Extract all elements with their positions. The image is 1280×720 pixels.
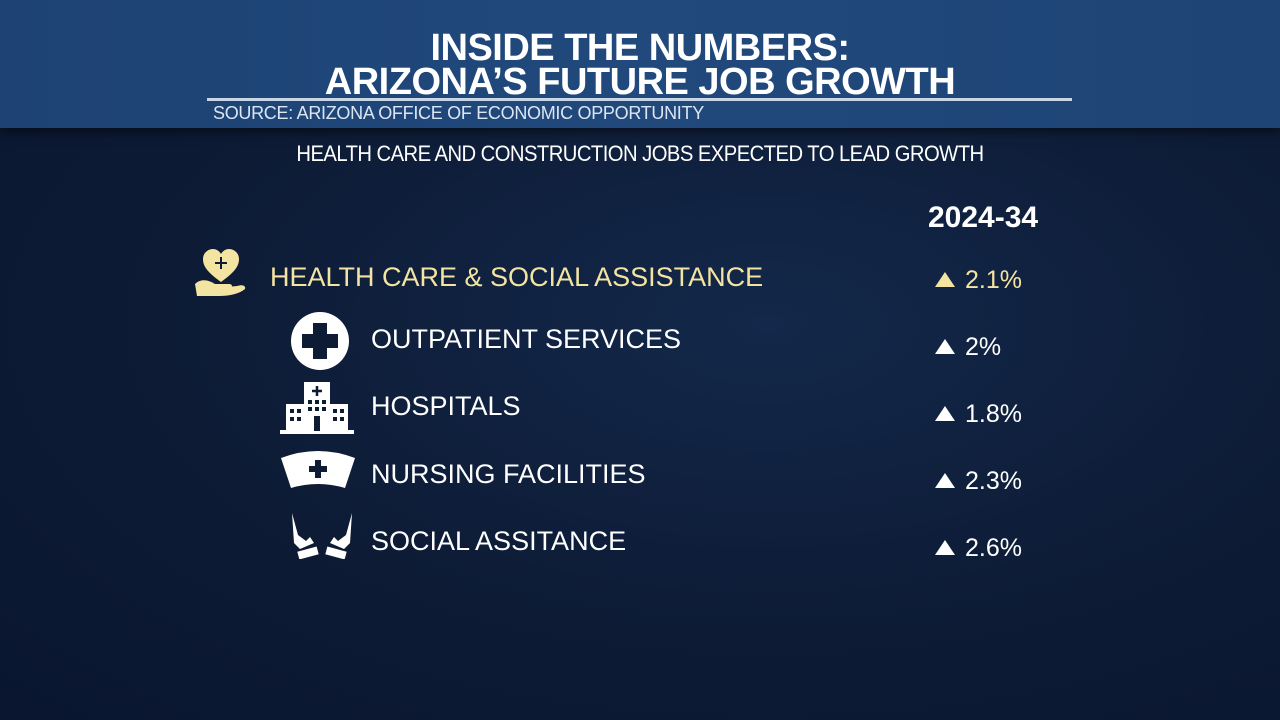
row-value: 1.8% <box>935 400 1022 429</box>
up-arrow-icon <box>935 473 955 488</box>
hospital-icon <box>280 382 354 434</box>
row-label: HOSPITALS <box>371 391 521 421</box>
row-value: 2.6% <box>935 534 1022 563</box>
value-text: 2.1% <box>965 266 1022 294</box>
value-text: 1.8% <box>965 400 1022 428</box>
subtitle: HEALTH CARE AND CONSTRUCTION JOBS EXPECT… <box>296 141 984 166</box>
title-line-1: INSIDE THE NUMBERS: <box>430 27 850 69</box>
up-arrow-icon <box>935 406 955 421</box>
row-label: SOCIAL ASSITANCE <box>371 526 627 556</box>
divider <box>207 98 1072 101</box>
row-label: OUTPATIENT SERVICES <box>371 324 682 354</box>
column-header: 2024-34 <box>928 201 1039 234</box>
nurse-cap-icon <box>281 451 355 488</box>
row-label: NURSING FACILITIES <box>371 459 646 489</box>
heart-hand-icon <box>195 249 246 296</box>
up-arrow-icon <box>935 540 955 555</box>
value-text: 2.3% <box>965 467 1022 495</box>
value-text: 2% <box>965 333 1002 361</box>
up-arrow-icon <box>935 272 955 287</box>
header-banner: INSIDE THE NUMBERS: ARIZONA’S FUTURE JOB… <box>0 0 1280 128</box>
source-text: SOURCE: ARIZONA OFFICE OF ECONOMIC OPPOR… <box>213 103 704 123</box>
medical-cross-icon <box>291 312 349 370</box>
row-value: 2.1% <box>935 266 1022 295</box>
value-text: 2.6% <box>965 534 1022 562</box>
row-value: 2.3% <box>935 467 1022 496</box>
up-arrow-icon <box>935 339 955 354</box>
row-value: 2% <box>935 333 1001 362</box>
caring-hands-icon <box>292 513 352 559</box>
row-label: HEALTH CARE & SOCIAL ASSISTANCE <box>270 262 764 292</box>
title-line-2: ARIZONA’S FUTURE JOB GROWTH <box>324 61 956 103</box>
